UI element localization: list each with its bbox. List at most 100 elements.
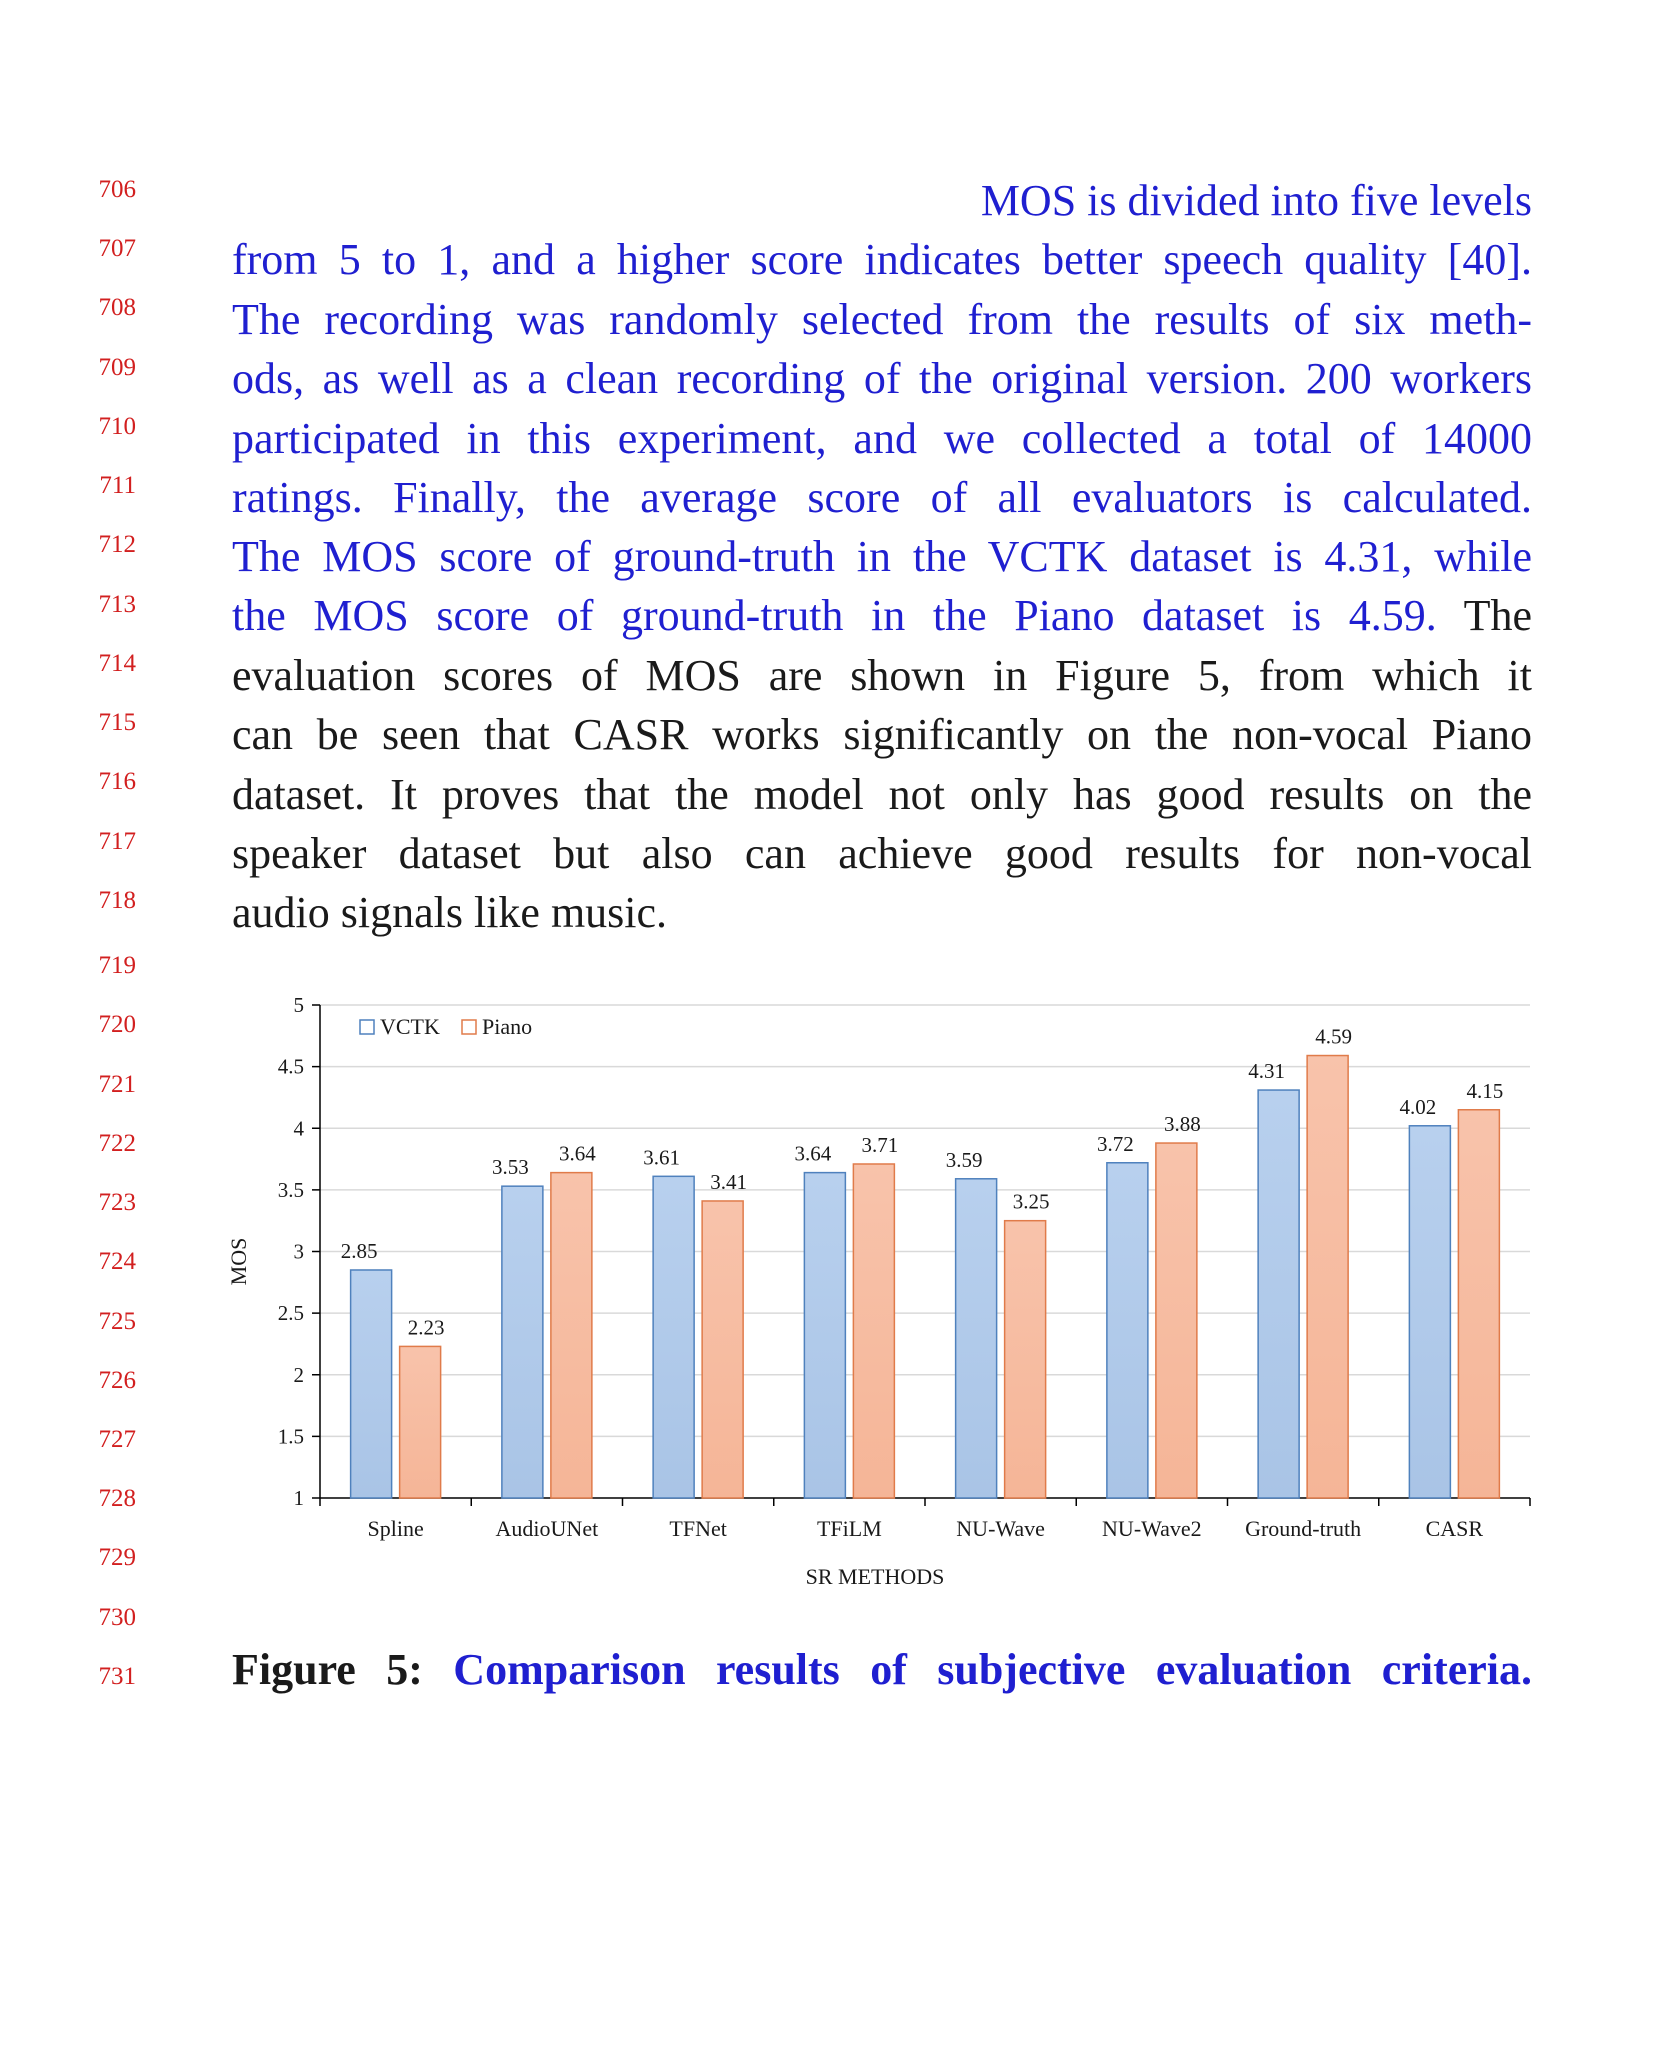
text-line-12: speaker dataset but also can achieve goo… xyxy=(232,829,1532,878)
legend-swatch-vctk xyxy=(359,1019,375,1035)
bar-vctk-casr xyxy=(1408,1125,1452,1499)
x-tick-label: TFiLM xyxy=(817,1516,882,1541)
figure-caption: Figure 5: Comparison results of subjecti… xyxy=(232,1640,1532,1700)
line-number: 729 xyxy=(98,1544,137,1571)
text-line-6: ratings. Finally, the average score of a… xyxy=(232,473,1532,522)
mos-bar-chart: 1 1.5 2 2.5 3 3.5 4 4.5 5 2.85 2.23 Spline 3.53 3.64 A… xyxy=(210,990,1540,1590)
data-label-vctk: 2.85 xyxy=(341,1239,378,1263)
text-line-3: The recording was randomly selected from… xyxy=(232,295,1532,344)
text-line-5: participated in this experiment, and we … xyxy=(232,414,1532,463)
data-label-piano: 3.71 xyxy=(862,1133,899,1157)
line-number: 725 xyxy=(98,1308,137,1335)
data-label-piano: 4.59 xyxy=(1315,1025,1352,1049)
line-number: 719 xyxy=(98,952,137,979)
y-tick-label: 1.5 xyxy=(278,1424,304,1448)
chart-svg: 1 1.5 2 2.5 3 3.5 4 4.5 5 2.85 2.23 Spline 3.53 3.64 A… xyxy=(226,993,1531,1589)
legend-label-vctk: VCTK xyxy=(380,1014,440,1039)
bar-vctk-spline xyxy=(349,1269,393,1499)
line-number: 731 xyxy=(98,1663,137,1690)
data-label-piano: 3.41 xyxy=(710,1170,747,1194)
x-tick-label: Spline xyxy=(368,1516,424,1541)
text-line-8-blue: the MOS score of ground-truth in the Pia… xyxy=(232,591,1437,640)
legend-label-piano: Piano xyxy=(482,1014,532,1039)
line-number: 706 xyxy=(98,176,137,203)
line-number: 714 xyxy=(98,650,137,677)
line-number: 717 xyxy=(98,828,137,855)
y-tick-label: 2.5 xyxy=(278,1301,304,1325)
text-line-11: dataset. It proves that the model not on… xyxy=(232,770,1532,819)
data-label-piano: 3.64 xyxy=(559,1142,596,1166)
data-label-vctk: 4.02 xyxy=(1400,1095,1437,1119)
bar-piano-ground-truth xyxy=(1306,1054,1349,1499)
bar-vctk-ground-truth xyxy=(1257,1089,1300,1499)
line-number: 711 xyxy=(99,472,136,499)
line-number: 716 xyxy=(98,768,137,795)
line-number: 724 xyxy=(98,1248,137,1275)
bar-piano-spline xyxy=(398,1345,442,1499)
bar-piano-tfilm xyxy=(852,1163,896,1499)
data-label-vctk: 4.31 xyxy=(1248,1059,1285,1083)
bar-piano-tfnet xyxy=(701,1200,744,1499)
line-number: 708 xyxy=(98,294,137,321)
data-label-piano: 2.23 xyxy=(408,1315,445,1339)
text-line-7: The MOS score of ground-truth in the VCT… xyxy=(232,532,1532,581)
x-tick-label: Ground-truth xyxy=(1245,1516,1361,1541)
bar-piano-nu-wave2 xyxy=(1155,1142,1198,1499)
data-label-vctk: 3.61 xyxy=(643,1145,680,1169)
text-line-1: MOS is divided into five levels xyxy=(980,176,1532,225)
x-tick-label: NU-Wave xyxy=(956,1516,1045,1541)
line-number: 712 xyxy=(98,531,137,558)
bar-piano-casr xyxy=(1457,1109,1501,1499)
bar-vctk-tfnet xyxy=(652,1175,695,1499)
line-number: 726 xyxy=(98,1367,137,1394)
y-tick-label: 3 xyxy=(294,1240,305,1264)
line-number: 727 xyxy=(98,1426,137,1453)
bar-vctk-nu-wave2 xyxy=(1106,1162,1149,1499)
text-line-13: audio signals like music. xyxy=(232,888,668,937)
data-label-vctk: 3.59 xyxy=(946,1148,983,1172)
figure-caption-text: Comparison results of subjective evaluat… xyxy=(453,1645,1533,1694)
bar-piano-audiounet xyxy=(550,1171,593,1499)
x-tick-label: CASR xyxy=(1426,1516,1484,1541)
bar-vctk-audiounet xyxy=(501,1185,544,1499)
bar-vctk-nu-wave xyxy=(954,1178,998,1499)
legend-swatch-piano xyxy=(461,1019,477,1035)
data-label-piano: 3.25 xyxy=(1013,1190,1050,1214)
y-tick-label: 4 xyxy=(294,1116,305,1140)
y-tick-label: 4.5 xyxy=(278,1055,304,1079)
line-number: 723 xyxy=(98,1189,137,1216)
line-number: 722 xyxy=(98,1130,137,1157)
line-number: 721 xyxy=(98,1071,137,1098)
x-tick-label: AudioUNet xyxy=(496,1516,599,1541)
text-line-8-black: The xyxy=(1436,591,1532,640)
line-number: 707 xyxy=(98,235,137,262)
x-tick-label: TFNet xyxy=(669,1516,726,1541)
data-label-vctk: 3.53 xyxy=(492,1155,529,1179)
line-number: 710 xyxy=(98,413,137,440)
line-number: 713 xyxy=(98,591,137,618)
y-tick-label: 3.5 xyxy=(278,1178,304,1202)
y-tick-label: 2 xyxy=(294,1363,305,1387)
line-number: 715 xyxy=(98,709,137,736)
line-number: 720 xyxy=(98,1011,137,1038)
line-number: 718 xyxy=(98,887,137,914)
y-axis-label: MOS xyxy=(226,1238,251,1286)
text-line-2: from 5 to 1, and a higher score indicate… xyxy=(232,235,1532,284)
y-tick-label: 5 xyxy=(294,993,305,1017)
text-line-9: evaluation scores of MOS are shown in Fi… xyxy=(232,651,1532,700)
text-line-4: ods, as well as a clean recording of the… xyxy=(232,354,1532,403)
line-number: 728 xyxy=(98,1485,137,1512)
text-line-10: can be seen that CASR works significantl… xyxy=(232,710,1532,759)
data-label-piano: 3.88 xyxy=(1164,1112,1201,1136)
text-line-8: the MOS score of ground-truth in the Pia… xyxy=(232,586,1532,646)
x-axis-label: SR METHODS xyxy=(806,1564,945,1589)
line-number: 730 xyxy=(98,1604,137,1631)
bar-vctk-tfilm xyxy=(803,1171,847,1499)
y-tick-label: 1 xyxy=(294,1486,305,1510)
bar-piano-nu-wave xyxy=(1003,1219,1047,1499)
data-label-vctk: 3.72 xyxy=(1097,1132,1134,1156)
figure-caption-label: Figure 5: xyxy=(232,1645,423,1694)
data-label-vctk: 3.64 xyxy=(795,1142,832,1166)
line-number: 709 xyxy=(98,354,137,381)
x-tick-label: NU-Wave2 xyxy=(1102,1516,1202,1541)
